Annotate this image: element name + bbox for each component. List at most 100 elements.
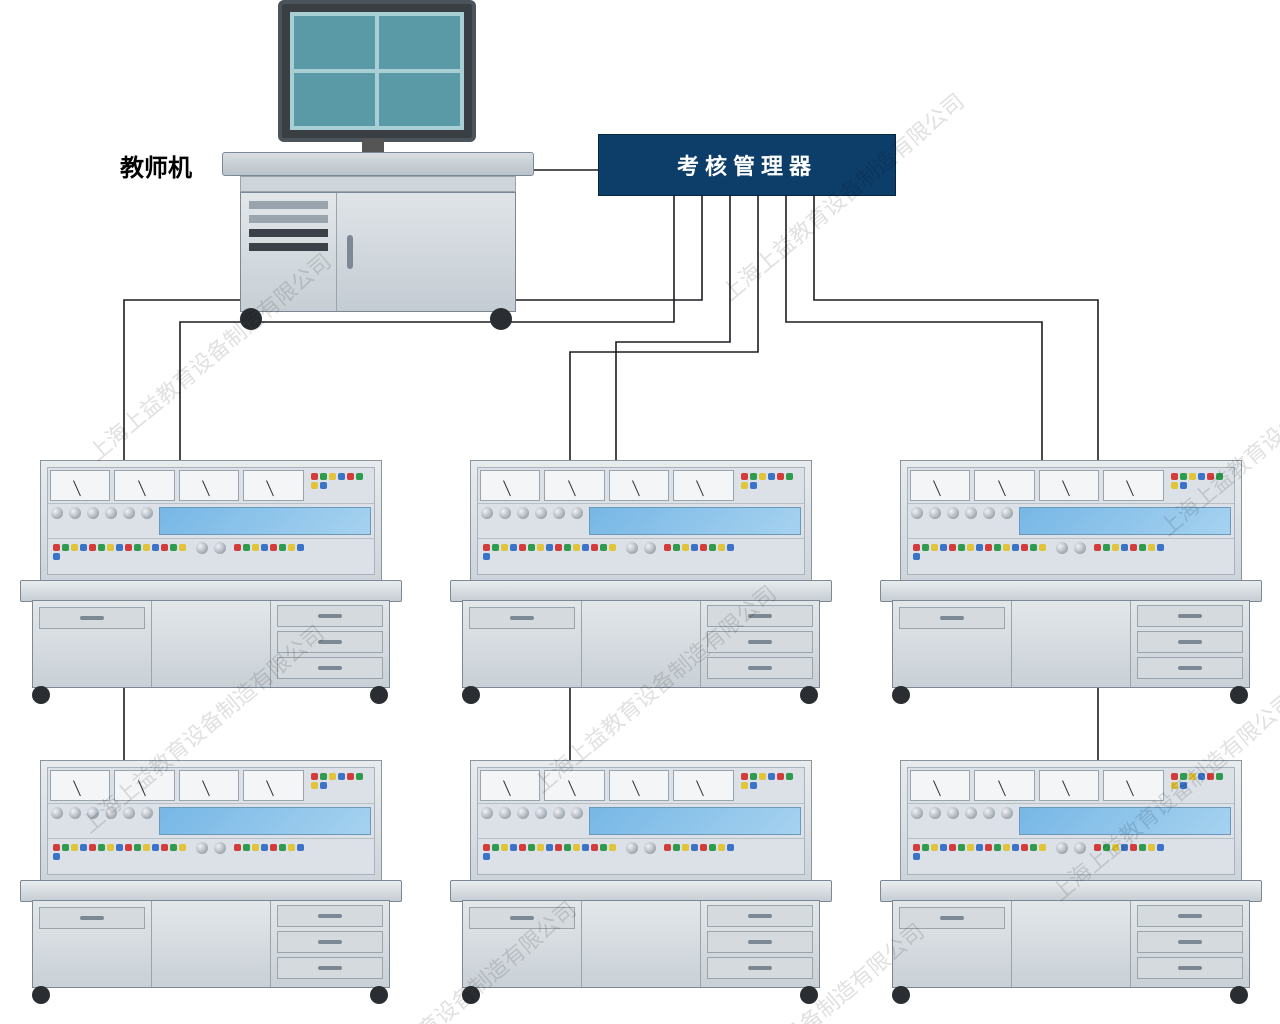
gauge-icon bbox=[243, 470, 303, 501]
wheel-icon bbox=[892, 686, 910, 704]
wheel-icon bbox=[800, 986, 818, 1004]
knob-icon bbox=[196, 842, 208, 854]
wheel-icon bbox=[370, 986, 388, 1004]
indicator-leds bbox=[51, 542, 190, 571]
knob-icon bbox=[1056, 842, 1068, 854]
lcd-screen bbox=[159, 507, 371, 536]
knob-icon bbox=[553, 507, 565, 519]
knob-icon bbox=[626, 542, 638, 554]
bench-control-panel bbox=[900, 760, 1242, 882]
wheel-icon bbox=[32, 686, 50, 704]
bench-control-panel bbox=[470, 460, 812, 582]
knob-icon bbox=[911, 807, 923, 819]
indicator-leds bbox=[1092, 542, 1231, 571]
gauge-icon bbox=[243, 770, 303, 801]
knob-icon bbox=[87, 807, 99, 819]
teacher-cabinet bbox=[337, 193, 515, 311]
knob-icon bbox=[69, 807, 81, 819]
knob-icon bbox=[105, 807, 117, 819]
indicator-leds bbox=[481, 842, 620, 871]
panel-frame bbox=[47, 467, 375, 575]
wheel-icon bbox=[800, 686, 818, 704]
lcd-screen bbox=[589, 507, 801, 536]
gauge-icon bbox=[1103, 770, 1163, 801]
wheel-icon bbox=[1230, 686, 1248, 704]
knob-icon bbox=[1001, 807, 1013, 819]
wire-hub-bench-4 bbox=[786, 194, 1042, 488]
training-bench-6 bbox=[880, 760, 1260, 1010]
gauge-icon bbox=[1103, 470, 1163, 501]
teacher-desk-body bbox=[240, 192, 516, 312]
knob-icon bbox=[1074, 842, 1086, 854]
knob-icon bbox=[947, 807, 959, 819]
bench-cabinet bbox=[33, 601, 152, 687]
indicator-leds bbox=[481, 542, 620, 571]
bench-cabinet bbox=[1012, 601, 1131, 687]
knob-icon bbox=[626, 842, 638, 854]
bench-cabinet bbox=[33, 901, 152, 987]
gauge-icon bbox=[609, 470, 669, 501]
watermark-text: 上海上益教育设备制造有限公司 bbox=[714, 85, 971, 308]
gauge-icon bbox=[910, 770, 970, 801]
training-bench-1 bbox=[20, 460, 400, 710]
knob-icon bbox=[141, 807, 153, 819]
knob-icon bbox=[1001, 507, 1013, 519]
knob-icon bbox=[644, 542, 656, 554]
bench-cabinet bbox=[152, 601, 271, 687]
bench-body bbox=[892, 600, 1250, 688]
training-bench-4 bbox=[20, 760, 400, 1010]
bench-control-panel bbox=[900, 460, 1242, 582]
knob-icon bbox=[947, 507, 959, 519]
knob-icon bbox=[571, 807, 583, 819]
gauge-icon bbox=[179, 770, 239, 801]
lcd-screen bbox=[589, 807, 801, 836]
lcd-screen bbox=[1019, 507, 1231, 536]
gauge-icon bbox=[673, 470, 733, 501]
bench-body bbox=[32, 600, 390, 688]
indicator-leds bbox=[309, 471, 371, 500]
training-bench-2 bbox=[450, 460, 830, 710]
wheel-icon bbox=[370, 686, 388, 704]
knob-icon bbox=[983, 807, 995, 819]
knob-icon bbox=[644, 842, 656, 854]
bench-control-panel bbox=[40, 460, 382, 582]
indicator-leds bbox=[739, 471, 801, 500]
wheel-icon bbox=[32, 986, 50, 1004]
knob-icon bbox=[214, 842, 226, 854]
teacher-pc-tower bbox=[241, 193, 337, 311]
bench-cabinet bbox=[463, 601, 582, 687]
knob-icon bbox=[51, 807, 63, 819]
training-bench-3 bbox=[880, 460, 1260, 710]
wheel-icon bbox=[462, 686, 480, 704]
knob-icon bbox=[553, 807, 565, 819]
indicator-leds bbox=[232, 542, 371, 571]
indicator-leds bbox=[1169, 771, 1231, 800]
teacher-label: 教师机 bbox=[120, 148, 192, 183]
keyboard-tray bbox=[240, 176, 516, 192]
bench-body bbox=[462, 900, 820, 988]
wire-hub-bench-2 bbox=[616, 194, 730, 488]
knob-icon bbox=[929, 507, 941, 519]
indicator-leds bbox=[232, 842, 371, 871]
gauge-icon bbox=[480, 470, 540, 501]
indicator-leds bbox=[1169, 471, 1231, 500]
gauge-icon bbox=[1039, 470, 1099, 501]
knob-icon bbox=[517, 507, 529, 519]
lcd-screen bbox=[1019, 807, 1231, 836]
knob-icon bbox=[929, 807, 941, 819]
bench-control-panel bbox=[40, 760, 382, 882]
gauge-icon bbox=[910, 470, 970, 501]
bench-drawers bbox=[701, 601, 819, 687]
indicator-leds bbox=[911, 842, 1050, 871]
knob-icon bbox=[87, 507, 99, 519]
gauge-icon bbox=[544, 770, 604, 801]
knob-icon bbox=[535, 507, 547, 519]
knob-icon bbox=[481, 507, 493, 519]
bench-desk-top bbox=[450, 580, 832, 602]
knob-icon bbox=[965, 807, 977, 819]
teacher-workstation bbox=[222, 0, 532, 326]
knob-icon bbox=[481, 807, 493, 819]
gauge-icon bbox=[114, 770, 174, 801]
training-bench-5 bbox=[450, 760, 830, 1010]
gauge-icon bbox=[974, 470, 1034, 501]
